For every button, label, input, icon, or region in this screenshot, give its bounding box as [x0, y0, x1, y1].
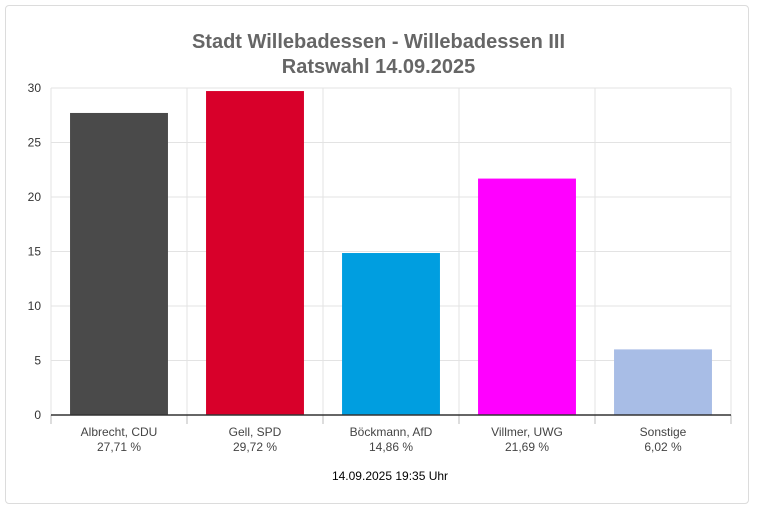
chart-subtitle: Ratswahl 14.09.2025: [281, 56, 476, 78]
y-tick-label: 5: [34, 354, 41, 368]
y-tick-label: 30: [28, 81, 42, 95]
x-category-label: Sonstige: [640, 425, 687, 439]
x-category-label: Gell, SPD: [229, 425, 282, 439]
y-tick-label: 20: [28, 190, 42, 204]
y-tick-label: 0: [34, 408, 41, 422]
x-category-label: Böckmann, AfD: [350, 425, 433, 439]
x-value-label: 14,86 %: [369, 440, 413, 454]
bar-2: [206, 91, 304, 415]
bar-3: [342, 253, 440, 415]
x-value-label: 27,71 %: [97, 440, 141, 454]
y-tick-label: 25: [28, 136, 42, 150]
y-tick-label: 15: [28, 245, 42, 259]
x-value-label: 21,69 %: [505, 440, 549, 454]
x-category-label: Villmer, UWG: [491, 425, 563, 439]
chart-title-block: Stadt Willebadessen - Willebadessen III …: [0, 30, 757, 80]
timestamp: 14.09.2025 19:35 Uhr: [331, 469, 449, 483]
y-tick-label: 10: [28, 299, 42, 313]
bar-1: [70, 112, 168, 415]
bar-5: [614, 349, 712, 415]
x-value-label: 6,02 %: [644, 440, 682, 454]
x-value-label: 29,72 %: [233, 440, 277, 454]
x-category-label: Albrecht, CDU: [81, 425, 158, 439]
chart-title: Stadt Willebadessen - Willebadessen III: [191, 31, 566, 53]
bar-4: [478, 178, 576, 415]
